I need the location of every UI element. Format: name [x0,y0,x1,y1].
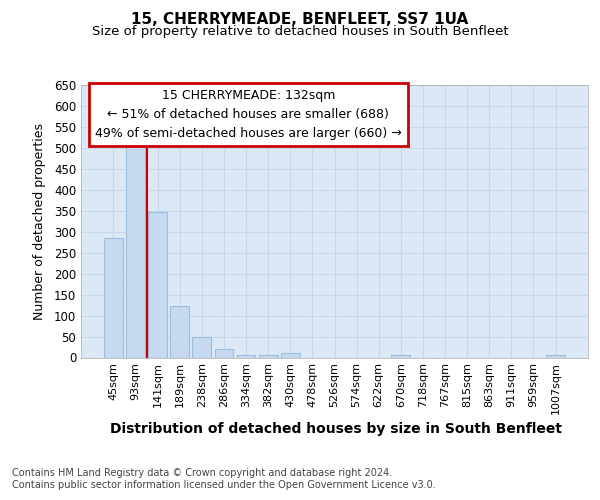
Bar [281,354,299,358]
Bar [215,349,233,358]
Text: Size of property relative to detached houses in South Benfleet: Size of property relative to detached ho… [92,25,508,38]
Bar [193,338,211,357]
Bar [148,212,167,358]
Text: 15, CHERRYMEADE, BENFLEET, SS7 1UA: 15, CHERRYMEADE, BENFLEET, SS7 1UA [131,12,469,28]
Text: Contains public sector information licensed under the Open Government Licence v3: Contains public sector information licen… [12,480,436,490]
Bar [236,356,256,358]
Bar [126,138,145,358]
Bar [170,306,189,358]
Y-axis label: Number of detached properties: Number of detached properties [32,122,46,320]
Bar [391,356,410,358]
Text: Contains HM Land Registry data © Crown copyright and database right 2024.: Contains HM Land Registry data © Crown c… [12,468,392,477]
Bar [104,238,123,358]
Bar [546,356,565,358]
Text: Distribution of detached houses by size in South Benfleet: Distribution of detached houses by size … [110,422,562,436]
Bar [259,356,278,358]
Text: 15 CHERRYMEADE: 132sqm
← 51% of detached houses are smaller (688)
49% of semi-de: 15 CHERRYMEADE: 132sqm ← 51% of detached… [95,89,401,140]
